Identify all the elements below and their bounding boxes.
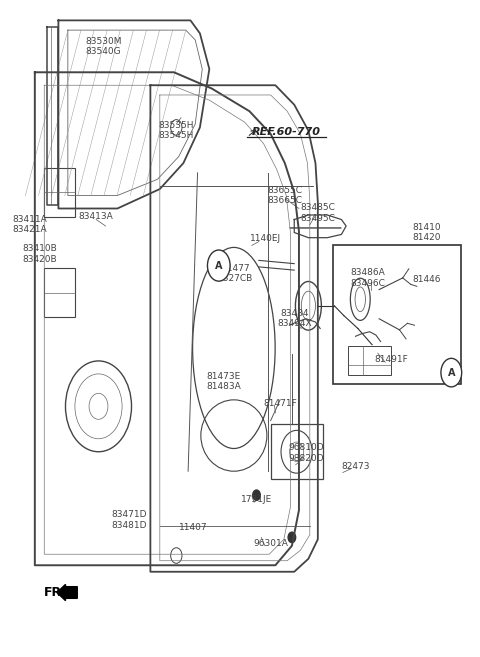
Bar	[44, 168, 75, 217]
Text: 83410B
83420B: 83410B 83420B	[22, 244, 57, 263]
Text: 81410
81420: 81410 81420	[412, 223, 441, 242]
Text: A: A	[215, 261, 223, 271]
Text: 1731JE: 1731JE	[241, 495, 272, 504]
Text: REF.60-770: REF.60-770	[252, 127, 321, 137]
Bar	[348, 346, 391, 375]
Text: 83484
83494X: 83484 83494X	[277, 309, 312, 328]
Text: 81491F: 81491F	[374, 355, 408, 364]
Text: 83485C
83495C: 83485C 83495C	[300, 203, 335, 223]
Text: 81477
1327CB: 81477 1327CB	[217, 263, 253, 283]
Text: 83411A
83421A: 83411A 83421A	[13, 215, 48, 235]
Text: 83530M
83540G: 83530M 83540G	[85, 37, 121, 56]
Circle shape	[441, 358, 462, 387]
Text: 11407: 11407	[179, 523, 207, 532]
Text: 83535H
83545H: 83535H 83545H	[158, 121, 194, 141]
Text: FR.: FR.	[44, 586, 67, 599]
Text: 83413A: 83413A	[79, 212, 113, 221]
Text: 83471D
83481D: 83471D 83481D	[111, 510, 147, 530]
Circle shape	[288, 532, 296, 543]
Text: 1140EJ: 1140EJ	[251, 235, 281, 244]
Text: 83486A
83496C: 83486A 83496C	[350, 268, 385, 288]
Text: 83655C
83665C: 83655C 83665C	[267, 186, 302, 205]
Bar	[334, 246, 461, 384]
Text: A: A	[447, 368, 455, 378]
Text: 81471F: 81471F	[263, 399, 297, 407]
Circle shape	[253, 490, 260, 501]
Text: 82473: 82473	[341, 461, 370, 470]
Text: 81473E
81483A: 81473E 81483A	[206, 372, 241, 392]
Text: 96810D
98820D: 96810D 98820D	[288, 443, 324, 463]
FancyArrow shape	[57, 584, 77, 600]
Text: 96301A: 96301A	[253, 539, 288, 549]
Circle shape	[207, 250, 230, 281]
Text: 81446: 81446	[412, 275, 441, 284]
Bar	[44, 268, 75, 317]
Bar	[271, 424, 323, 479]
